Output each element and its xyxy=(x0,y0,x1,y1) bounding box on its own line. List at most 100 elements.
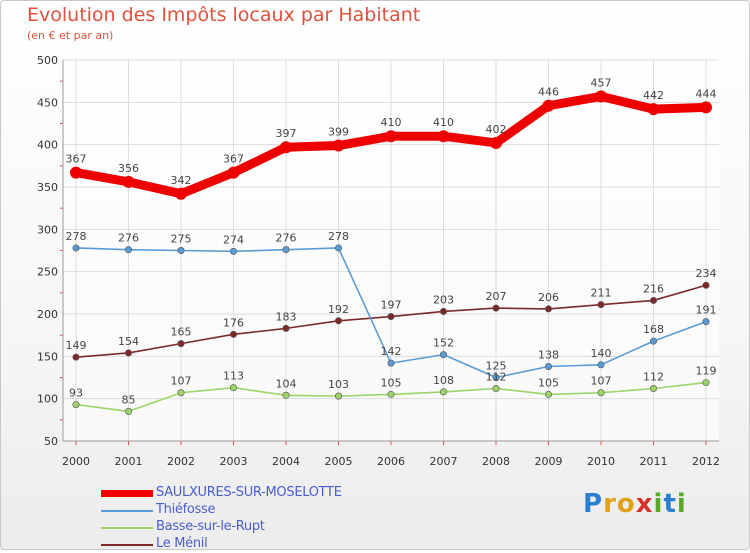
data-point xyxy=(227,166,240,179)
data-label: 276 xyxy=(276,232,297,245)
data-point xyxy=(282,246,290,254)
data-label: 138 xyxy=(538,348,559,361)
data-point xyxy=(280,141,292,154)
chart-title: Evolution des Impôts locaux par Habitant xyxy=(27,4,421,26)
data-label: 112 xyxy=(643,371,664,384)
data-point xyxy=(597,301,605,309)
data-point xyxy=(334,392,342,400)
data-label: 207 xyxy=(486,290,507,303)
legend-swatch xyxy=(101,490,153,497)
data-point xyxy=(177,389,185,397)
data-label: 444 xyxy=(696,87,717,100)
data-label: 93 xyxy=(69,387,83,400)
data-point xyxy=(649,385,657,393)
data-point xyxy=(702,281,710,289)
y-tick-label: 200 xyxy=(37,308,58,321)
data-label: 410 xyxy=(381,116,402,129)
x-tick-label: 2009 xyxy=(535,455,563,468)
data-point xyxy=(282,324,290,332)
data-point xyxy=(597,389,605,397)
data-label: 149 xyxy=(66,339,87,352)
data-point xyxy=(649,337,657,345)
x-tick-label: 2012 xyxy=(692,455,720,468)
data-label: 278 xyxy=(66,230,87,243)
data-point xyxy=(700,101,712,114)
data-point xyxy=(702,318,710,326)
data-label: 399 xyxy=(328,126,349,139)
data-label: 107 xyxy=(591,375,612,388)
x-tick-label: 2001 xyxy=(115,455,143,468)
data-label: 234 xyxy=(696,267,717,280)
x-tick-label: 2007 xyxy=(430,455,458,468)
x-tick-label: 2008 xyxy=(482,455,510,468)
data-label: 410 xyxy=(433,116,454,129)
data-point xyxy=(72,401,80,409)
data-point xyxy=(125,246,133,254)
data-label: 176 xyxy=(223,316,244,329)
data-point xyxy=(175,187,187,200)
data-label: 154 xyxy=(118,335,139,348)
data-point xyxy=(385,130,397,143)
data-label: 104 xyxy=(276,377,297,390)
legend-swatch xyxy=(101,510,153,512)
data-point xyxy=(230,247,238,255)
data-label: 356 xyxy=(118,162,139,175)
legend-label: SAULXURES-SUR-MOSELOTTE xyxy=(156,485,342,500)
data-label: 274 xyxy=(223,233,244,246)
data-point xyxy=(492,373,500,381)
data-point xyxy=(492,385,500,393)
data-point xyxy=(332,139,345,152)
data-label: 183 xyxy=(276,310,297,323)
data-point xyxy=(542,99,555,112)
data-point xyxy=(492,304,500,312)
data-label: 140 xyxy=(591,347,612,360)
data-point xyxy=(597,361,605,369)
x-tick-label: 2006 xyxy=(377,455,405,468)
data-label: 125 xyxy=(486,360,507,373)
data-label: 165 xyxy=(171,326,192,339)
data-point xyxy=(544,305,552,313)
data-point xyxy=(439,307,447,315)
data-point xyxy=(702,379,710,387)
data-label: 113 xyxy=(223,370,244,383)
data-label: 192 xyxy=(328,303,349,316)
y-tick-label: 400 xyxy=(37,139,58,152)
legend-swatch xyxy=(101,527,153,529)
data-point xyxy=(387,390,395,398)
y-tick-label: 50 xyxy=(44,435,58,448)
data-label: 446 xyxy=(538,86,559,99)
x-tick-label: 2002 xyxy=(167,455,195,468)
y-tick-label: 300 xyxy=(37,223,58,236)
data-label: 457 xyxy=(591,76,612,89)
data-point xyxy=(230,384,238,392)
data-label: 206 xyxy=(538,291,559,304)
data-label: 107 xyxy=(171,375,192,388)
data-point xyxy=(334,317,342,325)
data-label: 105 xyxy=(381,376,402,389)
x-tick-label: 2000 xyxy=(62,455,90,468)
legend-label: Le Ménil xyxy=(156,536,208,551)
data-point xyxy=(490,136,502,149)
data-point xyxy=(649,296,657,304)
data-label: 112 xyxy=(486,371,507,384)
chart-subtitle: (en € et par an) xyxy=(27,29,114,42)
y-tick-label: 350 xyxy=(37,181,58,194)
data-point xyxy=(387,313,395,321)
data-point xyxy=(647,103,660,116)
data-label: 105 xyxy=(538,376,559,389)
data-label: 108 xyxy=(433,374,454,387)
data-point xyxy=(177,340,185,348)
legend-swatch xyxy=(101,544,153,546)
data-label: 442 xyxy=(643,89,664,102)
data-point xyxy=(72,353,80,361)
x-tick-label: 2003 xyxy=(220,455,248,468)
x-tick-label: 2005 xyxy=(325,455,353,468)
data-point xyxy=(282,391,290,399)
data-label: 168 xyxy=(643,323,664,336)
data-label: 397 xyxy=(276,127,297,140)
y-tick-label: 250 xyxy=(37,266,58,279)
x-tick-label: 2011 xyxy=(640,455,668,468)
data-label: 119 xyxy=(696,365,717,378)
y-tick-label: 450 xyxy=(37,96,58,109)
data-label: 211 xyxy=(591,287,612,300)
